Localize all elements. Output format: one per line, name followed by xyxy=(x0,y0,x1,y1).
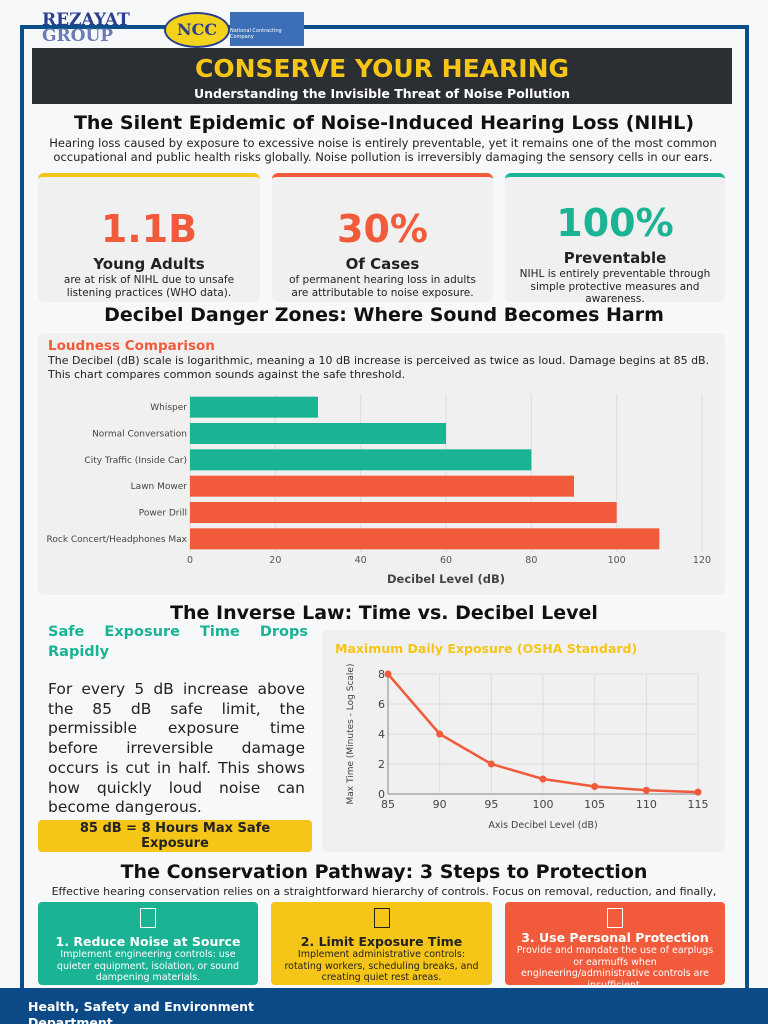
step-card: 2. Limit Exposure Time Implement administ… xyxy=(271,902,492,985)
callout: 85 dB = 8 Hours Max Safe Exposure xyxy=(38,820,312,852)
chart-subheading: Loudness Comparison xyxy=(48,338,215,354)
y-tick-label: Lawn Mower xyxy=(131,482,188,492)
section-heading: The Silent Epidemic of Noise-Induced Hea… xyxy=(73,112,695,134)
chart-card xyxy=(322,630,725,852)
point xyxy=(591,783,599,790)
x-tick-label: 80 xyxy=(525,555,537,566)
section-heading: The Conservation Pathway: 3 Steps to Pro… xyxy=(120,861,648,883)
step-title: 1. Reduce Noise at Source xyxy=(55,934,241,949)
point xyxy=(642,786,650,794)
stat-label: Preventable xyxy=(563,249,667,267)
x-tick-label: 40 xyxy=(355,555,367,566)
logo-text: GROUP xyxy=(42,26,114,46)
logo-rezayat: REZAYAT GROUP xyxy=(42,10,130,46)
footer-text: Health, Safety and Environment Departmen… xyxy=(28,999,254,1024)
point xyxy=(539,775,547,783)
stat-label: Of Cases xyxy=(345,255,420,273)
y-tick-label: Power Drill xyxy=(139,509,187,519)
stat-number: 30% xyxy=(337,207,428,251)
logo-ncc: NCC xyxy=(164,12,230,48)
step-icon xyxy=(140,908,156,928)
y-tick-label: 4 xyxy=(378,728,385,741)
stat-number: 100% xyxy=(556,201,674,245)
x-tick-label: 60 xyxy=(440,555,452,566)
header-subtitle: Understanding the Invisible Threat of No… xyxy=(193,86,571,101)
point xyxy=(694,788,702,796)
bar xyxy=(190,396,318,418)
y-tick-label: 8 xyxy=(378,668,385,681)
stat-card: 30% Of Cases of permanent hearing loss i… xyxy=(272,173,493,302)
x-tick-label: 105 xyxy=(584,798,605,811)
logo-text: REZAYAT xyxy=(42,10,130,30)
header: CONSERVE YOUR HEARING Understanding the … xyxy=(32,48,732,104)
y-tick-label: Rock Concert/Headphones Max xyxy=(47,535,188,545)
bar xyxy=(190,502,617,523)
x-tick-label: 100 xyxy=(608,555,626,566)
x-axis-label: Decibel Level (dB) xyxy=(387,572,505,586)
x-tick-label: 115 xyxy=(688,798,709,811)
chart-text: The Decibel (dB) scale is logarithmic, m… xyxy=(48,354,710,381)
stat-card: 1.1B Young Adults are at risk of NIHL du… xyxy=(38,173,260,302)
frame xyxy=(20,25,749,994)
stat-number: 1.1B xyxy=(100,207,198,251)
y-tick-label: Normal Conversation xyxy=(92,430,187,440)
step-icon xyxy=(607,908,623,928)
y-tick-label: Whisper xyxy=(150,403,187,413)
step-card: 3. Use Personal Protection Provide and ma… xyxy=(505,902,725,985)
subheading: Safe Exposure Time Drops Rapidly xyxy=(48,624,308,660)
stat-label: Young Adults xyxy=(93,255,205,273)
body-text: For every 5 dB increase above the 85 dB … xyxy=(48,680,305,817)
x-tick-label: 110 xyxy=(636,798,657,811)
x-tick-label: 120 xyxy=(693,555,711,566)
x-tick-label: 85 xyxy=(381,798,395,811)
intro-text: Hearing loss caused by exposure to exces… xyxy=(49,136,717,164)
point xyxy=(384,670,392,678)
y-tick-label: 0 xyxy=(378,788,385,801)
step-title: 3. Use Personal Protection xyxy=(521,930,709,945)
bar xyxy=(190,423,446,444)
step-icon xyxy=(373,908,390,928)
pathway-text: Effective hearing conservation relies on… xyxy=(51,885,717,899)
step-card: 1. Reduce Noise at Source Implement engin… xyxy=(38,902,258,985)
stat-card: 100% Preventable NIHL is entirely preven… xyxy=(505,173,725,305)
x-tick-label: 20 xyxy=(269,555,281,566)
section-heading: The Inverse Law: Time vs. Decibel Level xyxy=(170,602,598,624)
header-title: CONSERVE YOUR HEARING xyxy=(194,54,570,83)
y-axis-label: Max Time (Minutes - Log Scale) xyxy=(346,664,356,805)
logo-ncc-name: National Contracting Company xyxy=(230,12,304,46)
stat-text: are at risk of NIHL due to unsafe listen… xyxy=(63,274,235,299)
step-text: Implement engineering controls: use quie… xyxy=(56,949,240,983)
bar xyxy=(190,449,532,471)
x-tick-label: 100 xyxy=(533,798,554,811)
chart-title: Maximum Daily Exposure (OSHA Standard) xyxy=(335,641,637,656)
x-tick-label: 90 xyxy=(433,798,447,811)
point xyxy=(487,760,495,768)
bar xyxy=(190,528,660,550)
y-tick-label: City Traffic (Inside Car) xyxy=(84,456,187,466)
x-tick-label: 95 xyxy=(484,798,498,811)
point xyxy=(436,730,444,738)
bar xyxy=(190,475,574,497)
x-axis-label: Axis Decibel Level (dB) xyxy=(488,820,597,831)
stat-text: of permanent hearing loss in adults are … xyxy=(289,274,476,299)
step-title: 2. Limit Exposure Time xyxy=(300,934,463,949)
y-tick-label: 6 xyxy=(378,698,385,711)
y-tick-label: 2 xyxy=(378,758,385,771)
step-text: Implement administrative controls: rotat… xyxy=(284,949,479,983)
x-tick-label: 0 xyxy=(187,555,193,566)
stat-text: NIHL is entirely preventable through sim… xyxy=(519,268,711,305)
section-heading: Decibel Danger Zones: Where Sound Become… xyxy=(104,304,664,326)
footer: Health, Safety and Environment Departmen… xyxy=(0,988,768,1024)
step-text: Provide and mandate the use of earplugs … xyxy=(516,945,714,985)
